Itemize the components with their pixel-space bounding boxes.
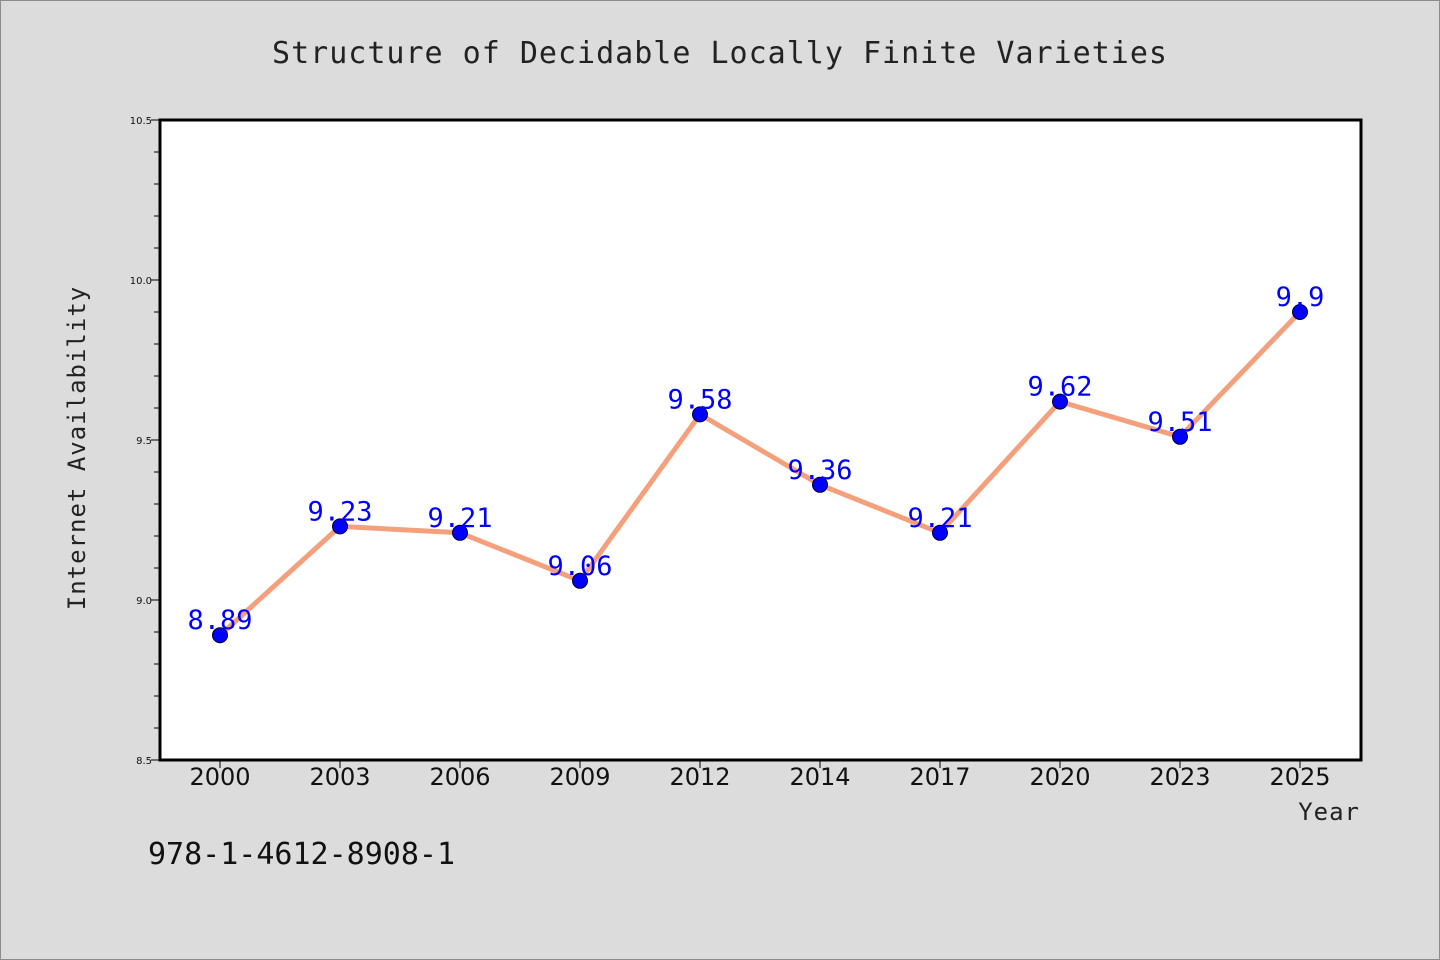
data-labels: 8.89 9.23 9.21 9.06 9.58 9.36 9.21 9.62 9.51 9.9	[187, 282, 1324, 636]
series-polyline	[218, 310, 1302, 638]
data-label: 9.23	[307, 496, 372, 527]
y-tick-label: 8.5	[136, 756, 152, 767]
data-label: 9.36	[787, 455, 852, 486]
x-tick-label: 2025	[1269, 763, 1330, 791]
x-tick-label: 2000	[189, 763, 250, 791]
data-label: 9.21	[907, 503, 972, 534]
data-point	[452, 524, 468, 541]
data-label: 9.9	[1276, 282, 1325, 313]
y-tick-label: 10.5	[130, 116, 152, 127]
data-point	[812, 476, 828, 493]
data-label: 9.51	[1147, 407, 1212, 438]
y-tick-label: 9.0	[136, 596, 152, 607]
y-axis-title: Internet Availability	[63, 286, 91, 610]
isbn-text: 978-1-4612-8908-1	[148, 837, 455, 872]
y-axis: 8.5 9.0 9.5 10.0 10.5	[130, 116, 160, 767]
data-point	[692, 406, 708, 423]
data-point	[332, 518, 348, 535]
series-markers	[212, 304, 1308, 644]
data-label: 8.89	[187, 605, 252, 636]
data-point	[1292, 304, 1308, 320]
x-tick-label: 2017	[909, 763, 970, 791]
x-tick-label: 2003	[309, 763, 370, 791]
x-tick-label: 2012	[669, 763, 730, 791]
data-label: 9.21	[427, 503, 492, 534]
chart-title: Structure of Decidable Locally Finite Va…	[272, 36, 1168, 71]
data-point	[932, 524, 948, 541]
data-label: 9.62	[1027, 372, 1092, 403]
data-label: 9.06	[547, 551, 612, 582]
x-tick-label: 2023	[1149, 763, 1210, 791]
data-label: 9.58	[667, 384, 732, 415]
x-tick-label: 2006	[429, 763, 490, 791]
x-tick-label: 2014	[789, 763, 850, 791]
data-point	[572, 572, 588, 589]
x-axis: 2000 2003 2006 2009 2012 2014 2017 2020 2023 2025	[189, 760, 1331, 791]
y-tick-label: 10.0	[130, 276, 152, 287]
x-tick-label: 2009	[549, 763, 610, 791]
x-tick-label: 2020	[1029, 763, 1090, 791]
plot-area	[158, 118, 1363, 762]
data-point	[1172, 428, 1188, 445]
series-line	[218, 310, 1302, 638]
data-point	[1052, 393, 1068, 410]
y-tick-label: 9.5	[136, 436, 152, 447]
data-point	[212, 627, 228, 644]
x-axis-title: Year	[1298, 798, 1360, 826]
